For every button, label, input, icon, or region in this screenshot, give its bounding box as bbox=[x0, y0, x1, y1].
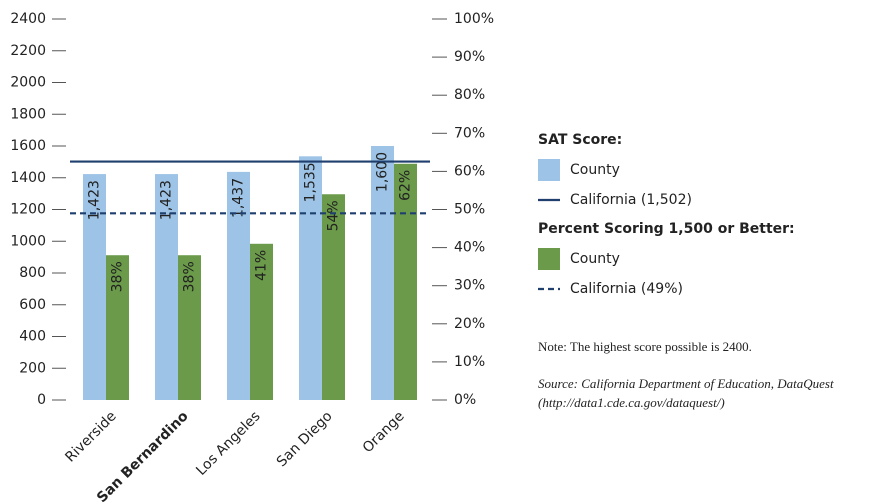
y2-tick-label: 20% bbox=[454, 316, 485, 332]
y-tick-label: 2000 bbox=[10, 75, 46, 91]
y2-tick-label: 100% bbox=[454, 11, 494, 27]
y-tick-label: 2400 bbox=[10, 11, 46, 27]
value-label: 62% bbox=[398, 170, 414, 201]
note: Note: The highest score possible is 2400… bbox=[538, 339, 752, 354]
y-tick-label: 1400 bbox=[10, 170, 46, 186]
value-label: 1,423 bbox=[159, 180, 175, 220]
legend-label: California (49%) bbox=[570, 281, 683, 297]
value-label: 1,600 bbox=[375, 152, 391, 192]
y2-tick-label: 70% bbox=[454, 125, 485, 141]
legend-label: County bbox=[570, 251, 620, 267]
value-label: 38% bbox=[110, 261, 126, 292]
y2-tick-label: 90% bbox=[454, 49, 485, 65]
bar bbox=[322, 194, 345, 400]
value-label: 1,437 bbox=[231, 178, 247, 218]
y2-tick-label: 10% bbox=[454, 354, 485, 370]
y2-tick-label: 40% bbox=[454, 240, 485, 256]
y2-tick-label: 60% bbox=[454, 163, 485, 179]
y-tick-label: 1200 bbox=[10, 202, 46, 218]
bar bbox=[155, 174, 178, 400]
legend-swatch bbox=[538, 248, 560, 270]
bar bbox=[394, 163, 417, 400]
y2-tick-label: 30% bbox=[454, 278, 485, 294]
value-label: 1,535 bbox=[303, 162, 319, 202]
y-tick-label: 1600 bbox=[10, 138, 46, 154]
y-tick-label: 1800 bbox=[10, 106, 46, 122]
y-tick-label: 600 bbox=[19, 297, 46, 313]
legend-label: California (1,502) bbox=[570, 192, 692, 208]
y-tick-label: 2200 bbox=[10, 43, 46, 59]
value-label: 54% bbox=[326, 200, 342, 231]
y-tick-label: 1000 bbox=[10, 233, 46, 249]
y2-tick-label: 0% bbox=[454, 392, 476, 408]
y-tick-label: 0 bbox=[37, 392, 46, 408]
bar bbox=[250, 243, 273, 400]
x-tick-label: San Diego bbox=[274, 408, 336, 470]
value-label: 38% bbox=[182, 261, 198, 292]
source: (http://data1.cde.ca.gov/dataquest/) bbox=[538, 395, 725, 410]
value-label: 41% bbox=[254, 250, 270, 281]
x-tick-label: Los Angeles bbox=[193, 408, 263, 478]
legend-swatch bbox=[538, 159, 560, 181]
legend-label: County bbox=[570, 162, 620, 178]
bar bbox=[83, 174, 106, 400]
value-label: 1,423 bbox=[87, 180, 103, 220]
y-tick-label: 800 bbox=[19, 265, 46, 281]
legend-title: Percent Scoring 1,500 or Better: bbox=[538, 221, 795, 237]
x-tick-label: Riverside bbox=[62, 408, 119, 465]
bar bbox=[227, 171, 250, 400]
source: Source: California Department of Educati… bbox=[538, 376, 834, 391]
y2-tick-label: 80% bbox=[454, 87, 485, 103]
y-tick-label: 400 bbox=[19, 329, 46, 345]
y-tick-label: 200 bbox=[19, 360, 46, 376]
legend-title: SAT Score: bbox=[538, 132, 622, 148]
bar bbox=[371, 146, 394, 400]
bar bbox=[106, 255, 129, 400]
bar bbox=[299, 156, 322, 400]
bar bbox=[178, 255, 201, 400]
y2-tick-label: 50% bbox=[454, 202, 485, 218]
x-tick-label: Orange bbox=[360, 408, 408, 456]
